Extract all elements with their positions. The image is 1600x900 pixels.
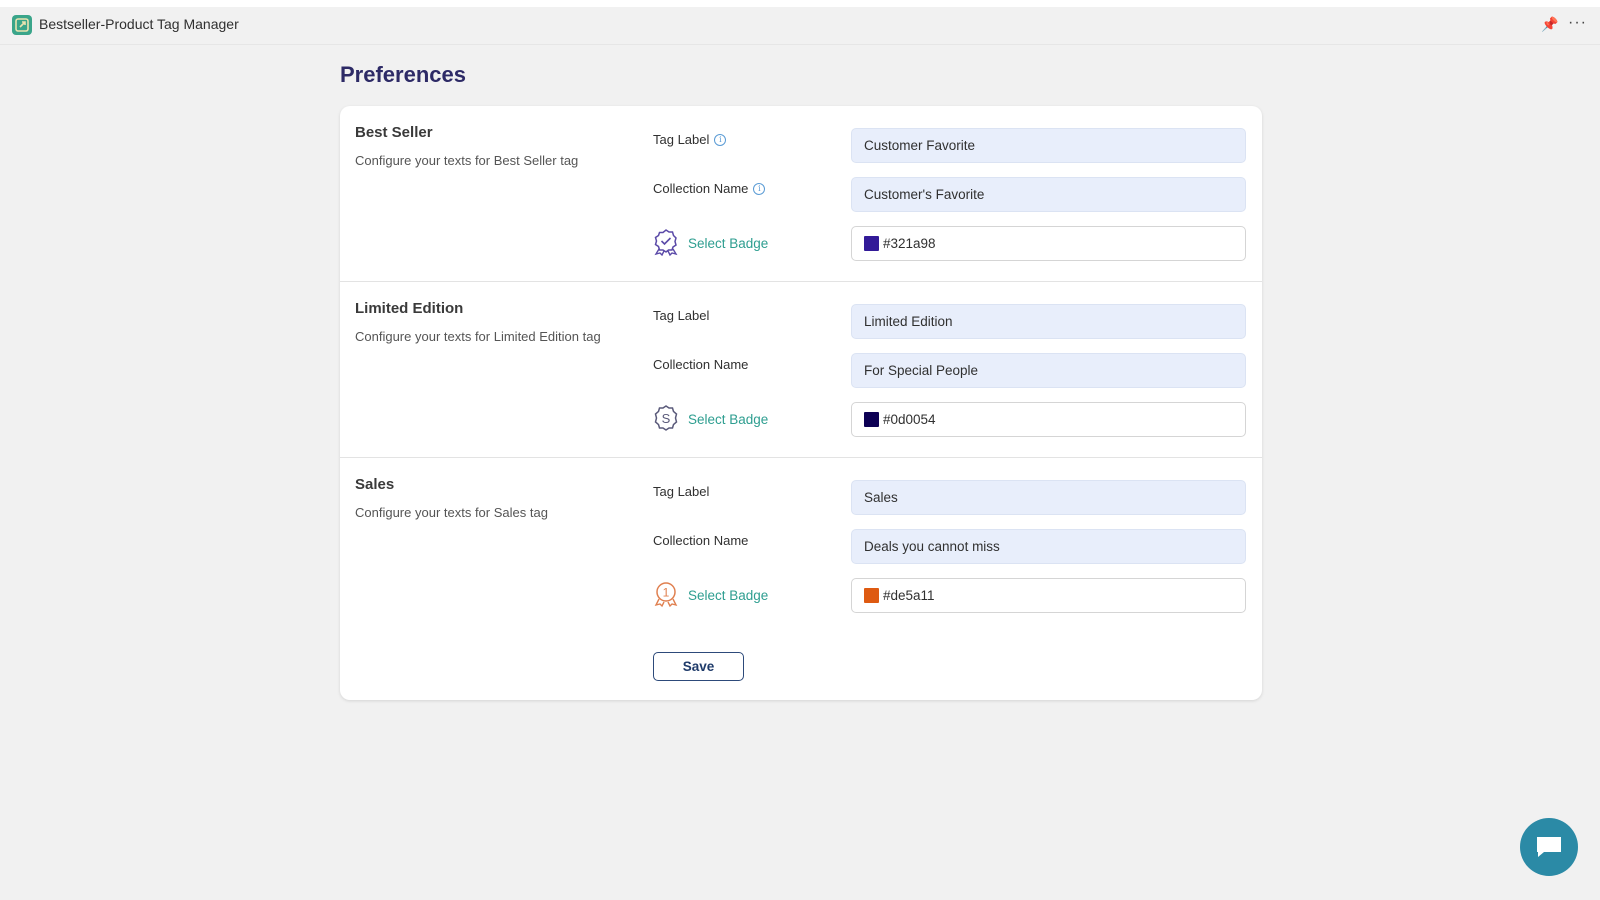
- top-strip: [0, 0, 1600, 7]
- collection-name-input[interactable]: Deals you cannot miss: [851, 529, 1246, 564]
- tag-label-input[interactable]: Limited Edition: [851, 304, 1246, 339]
- color-hex-value: #de5a11: [883, 588, 935, 603]
- collection-name-input[interactable]: Customer's Favorite: [851, 177, 1246, 212]
- collection-name-text: Collection Name: [653, 533, 749, 548]
- pin-icon[interactable]: 📌: [1541, 16, 1559, 32]
- svg-text:1: 1: [663, 586, 670, 600]
- select-badge-label: Select Badge: [688, 236, 769, 251]
- tag-label-input[interactable]: Sales: [851, 480, 1246, 515]
- color-hex-value: #321a98: [883, 236, 936, 251]
- section-description: Configure your texts for Best Seller tag: [355, 153, 579, 168]
- app-header: Bestseller-Product Tag Manager 📌 ···: [0, 7, 1600, 45]
- section-limited-edition: Limited Edition Configure your texts for…: [340, 282, 1262, 458]
- chat-button[interactable]: [1520, 818, 1578, 876]
- section-title: Limited Edition: [355, 300, 464, 317]
- section-title: Best Seller: [355, 124, 433, 141]
- save-button[interactable]: Save: [653, 652, 744, 681]
- collection-name-label: Collection Name: [653, 357, 748, 372]
- section-title: Sales: [355, 476, 395, 493]
- color-swatch[interactable]: [864, 588, 879, 603]
- select-badge-label: Select Badge: [688, 412, 769, 427]
- more-options-icon[interactable]: ···: [1568, 14, 1587, 31]
- app-logo-icon: [12, 15, 32, 35]
- svg-text:S: S: [662, 411, 671, 426]
- collection-name-label: Collection Name i: [653, 181, 766, 196]
- info-icon[interactable]: i: [753, 182, 766, 195]
- section-best-seller: Best Seller Configure your texts for Bes…: [340, 106, 1262, 282]
- color-hex-value: #0d0054: [883, 412, 936, 427]
- color-picker-field[interactable]: #321a98: [851, 226, 1246, 261]
- color-picker-field[interactable]: #de5a11: [851, 578, 1246, 613]
- collection-name-text: Collection Name: [653, 357, 749, 372]
- preferences-card: Sales Configure your texts for Sales tag…: [340, 106, 1262, 700]
- tag-label-input[interactable]: Customer Favorite: [851, 128, 1246, 163]
- page-title: Preferences: [340, 62, 466, 87]
- tag-label-text: Tag Label: [653, 132, 710, 147]
- info-icon[interactable]: i: [714, 133, 727, 146]
- section-sales: Sales Configure your texts for Sales tag…: [340, 458, 1262, 634]
- color-picker-field[interactable]: #0d0054: [851, 402, 1246, 437]
- tag-label-text: Tag Label: [653, 308, 710, 323]
- tag-label-text: Tag Label: [653, 484, 710, 499]
- tag-label-label: Tag Label i: [653, 132, 727, 147]
- tag-label-label: Tag Label: [653, 484, 709, 499]
- section-description: Configure your texts for Sales tag: [355, 505, 548, 520]
- select-badge-button[interactable]: S Select Badge: [652, 404, 768, 435]
- select-badge-button[interactable]: Select Badge: [652, 228, 768, 259]
- section-description: Configure your texts for Limited Edition…: [355, 329, 601, 344]
- tag-label-label: Tag Label: [653, 308, 709, 323]
- award-number-one-icon: 1: [652, 580, 680, 611]
- award-check-icon: [652, 228, 680, 259]
- select-badge-label: Select Badge: [688, 588, 769, 603]
- select-badge-button[interactable]: 1 Select Badge: [652, 580, 768, 611]
- app-title: Bestseller-Product Tag Manager: [39, 16, 239, 32]
- chat-icon: [1537, 837, 1561, 857]
- dollar-seal-icon: S: [652, 404, 680, 435]
- color-swatch[interactable]: [864, 236, 879, 251]
- color-swatch[interactable]: [864, 412, 879, 427]
- collection-name-text: Collection Name: [653, 181, 749, 196]
- collection-name-input[interactable]: For Special People: [851, 353, 1246, 388]
- collection-name-label: Collection Name: [653, 533, 748, 548]
